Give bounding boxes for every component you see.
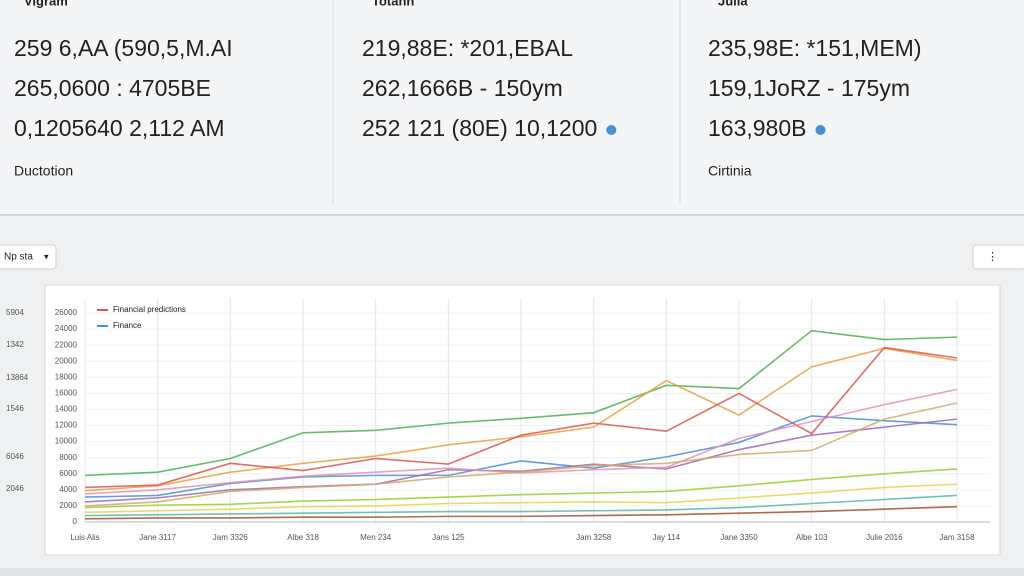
legend-label: Finance xyxy=(113,321,142,330)
link[interactable]: Ductotion xyxy=(14,163,73,179)
x-tick-label: Luis Alis xyxy=(70,533,99,542)
stat-line: 265,0600 : 4705BE xyxy=(14,75,211,101)
column-header: Julia xyxy=(718,0,748,8)
series-line xyxy=(84,468,958,509)
y-tick-label: 18000 xyxy=(55,372,78,381)
series-line xyxy=(84,505,958,520)
info-icon xyxy=(606,125,617,135)
side-label: 2046 xyxy=(6,484,24,493)
dropdown[interactable] xyxy=(0,244,57,270)
x-tick-label: Albe 103 xyxy=(796,533,828,542)
x-tick-label: Jane 3117 xyxy=(139,533,176,542)
y-tick-label: 0 xyxy=(73,517,78,526)
x-tick-label: Jay 114 xyxy=(653,533,681,542)
y-tick-label: 26000 xyxy=(55,308,78,317)
stat-line: 0,1205640 2,112 AM xyxy=(14,115,225,141)
dropdown-label[interactable]: Np sta xyxy=(4,252,33,263)
legend-label: Financial predictions xyxy=(113,305,186,314)
side-label: 13864 xyxy=(6,373,29,382)
stat-line: 219,88E: *201,EBAL xyxy=(362,35,573,61)
side-label: 6046 xyxy=(6,452,24,461)
side-label: 1342 xyxy=(6,340,24,349)
series-line xyxy=(84,483,958,514)
y-tick-label: 12000 xyxy=(55,421,78,430)
y-tick-label: 2000 xyxy=(59,501,77,510)
x-tick-label: Jam 3326 xyxy=(213,533,249,542)
stat-line: 252 121 (80E) 10,1200 xyxy=(362,115,597,141)
y-tick-label: 4000 xyxy=(59,485,77,494)
y-tick-label: 14000 xyxy=(55,405,78,414)
column-header: Totann xyxy=(372,0,414,8)
y-tick-label: 20000 xyxy=(55,356,78,365)
series-line xyxy=(84,347,958,492)
stat-line: 163,980B xyxy=(708,115,806,141)
y-tick-label: 6000 xyxy=(59,469,77,478)
stat-line: 262,1666B - 150ym xyxy=(362,75,563,101)
info-icon xyxy=(815,125,826,135)
x-tick-label: Jane 3350 xyxy=(720,533,758,542)
series-line xyxy=(84,494,958,517)
side-label: 1546 xyxy=(6,404,24,413)
y-tick-label: 16000 xyxy=(55,388,78,397)
stats-panel xyxy=(0,0,1024,215)
link[interactable]: Cirtinia xyxy=(708,163,752,179)
stat-line: 235,98E: *151,MEM) xyxy=(708,35,922,61)
x-tick-label: Men 234 xyxy=(360,533,392,542)
series-line xyxy=(84,329,958,477)
x-tick-label: Jans 125 xyxy=(432,533,465,542)
x-tick-label: Jam 3158 xyxy=(939,533,975,542)
series-line xyxy=(84,346,958,489)
stat-line: 159,1JoRZ - 175ym xyxy=(708,75,910,101)
x-tick-label: Albe 318 xyxy=(287,533,319,542)
y-tick-label: 8000 xyxy=(59,453,77,462)
x-tick-label: Jam 3258 xyxy=(576,533,612,542)
series-line xyxy=(84,402,958,507)
series-line xyxy=(84,418,958,503)
x-tick-label: Julie 2016 xyxy=(866,533,903,542)
chart: 0 2000 4000 6000 8000 10000 12000 14000 16000 180… xyxy=(55,298,990,542)
footer-bar xyxy=(0,568,1024,576)
y-tick-label: 24000 xyxy=(55,324,78,333)
side-label: 5904 xyxy=(6,308,24,317)
series-line xyxy=(84,388,958,495)
dropdown-caret: ▾ xyxy=(44,251,49,261)
y-tick-label: 10000 xyxy=(55,437,78,446)
menu-button[interactable] xyxy=(972,244,1024,270)
menu-button-label[interactable]: ⋮ xyxy=(987,251,998,263)
stat-line: 259 6,AA (590,5,M.AI xyxy=(14,35,233,61)
y-tick-label: 22000 xyxy=(55,340,78,349)
column-header: Vigram xyxy=(24,0,68,8)
